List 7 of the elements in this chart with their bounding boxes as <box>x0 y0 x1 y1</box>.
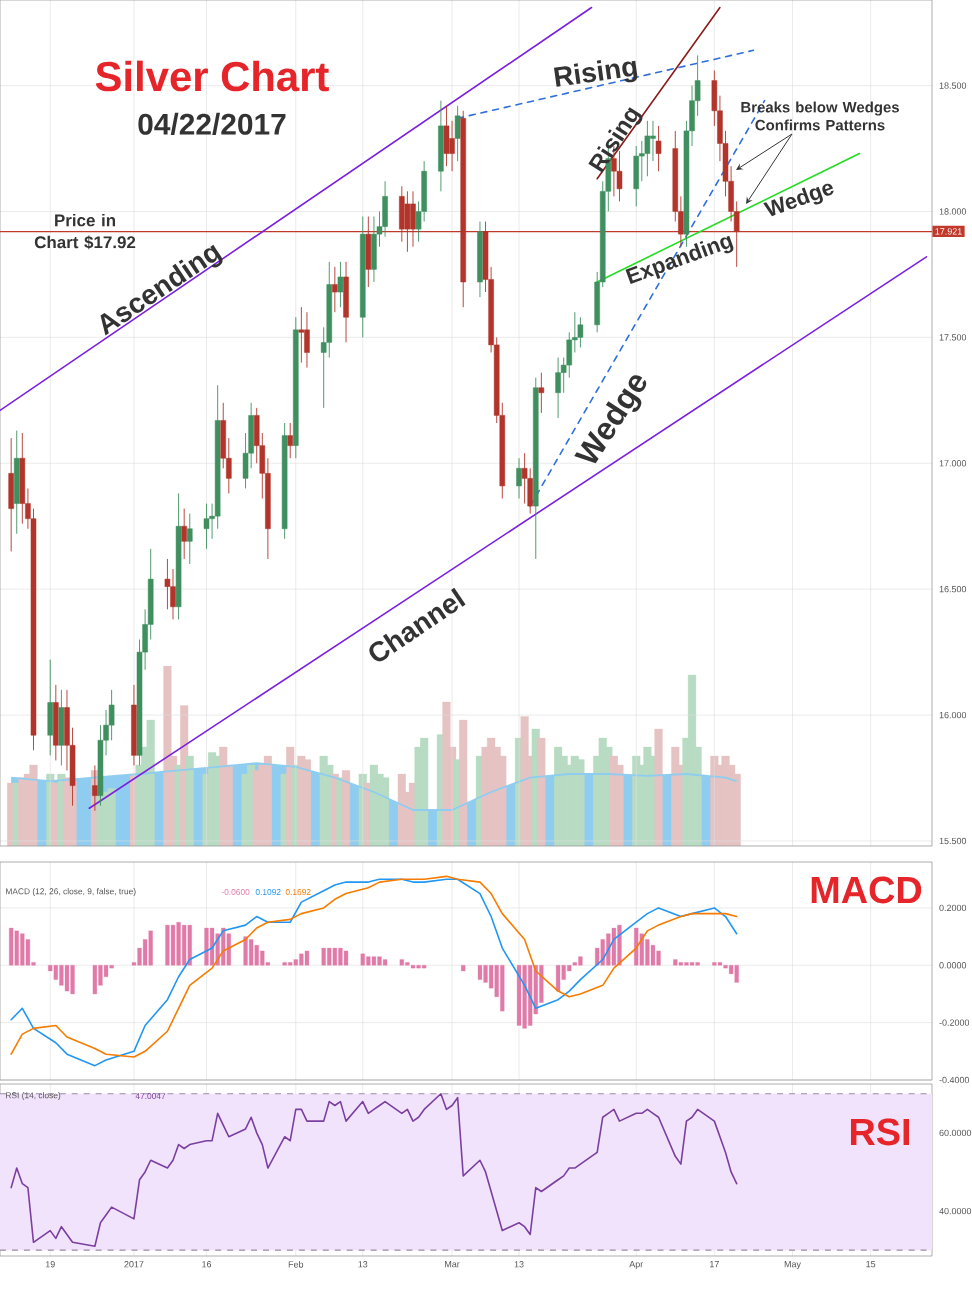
text: Silver Chart <box>95 60 329 92</box>
ref-line-label: Price in Chart $17.92 <box>34 213 136 250</box>
text: RSI <box>850 1118 910 1146</box>
annotation: Rising <box>553 60 638 87</box>
chart-title: MACD <box>811 876 922 904</box>
text: 04/22/2017 <box>138 112 286 136</box>
annotation: Wedge <box>763 183 834 217</box>
